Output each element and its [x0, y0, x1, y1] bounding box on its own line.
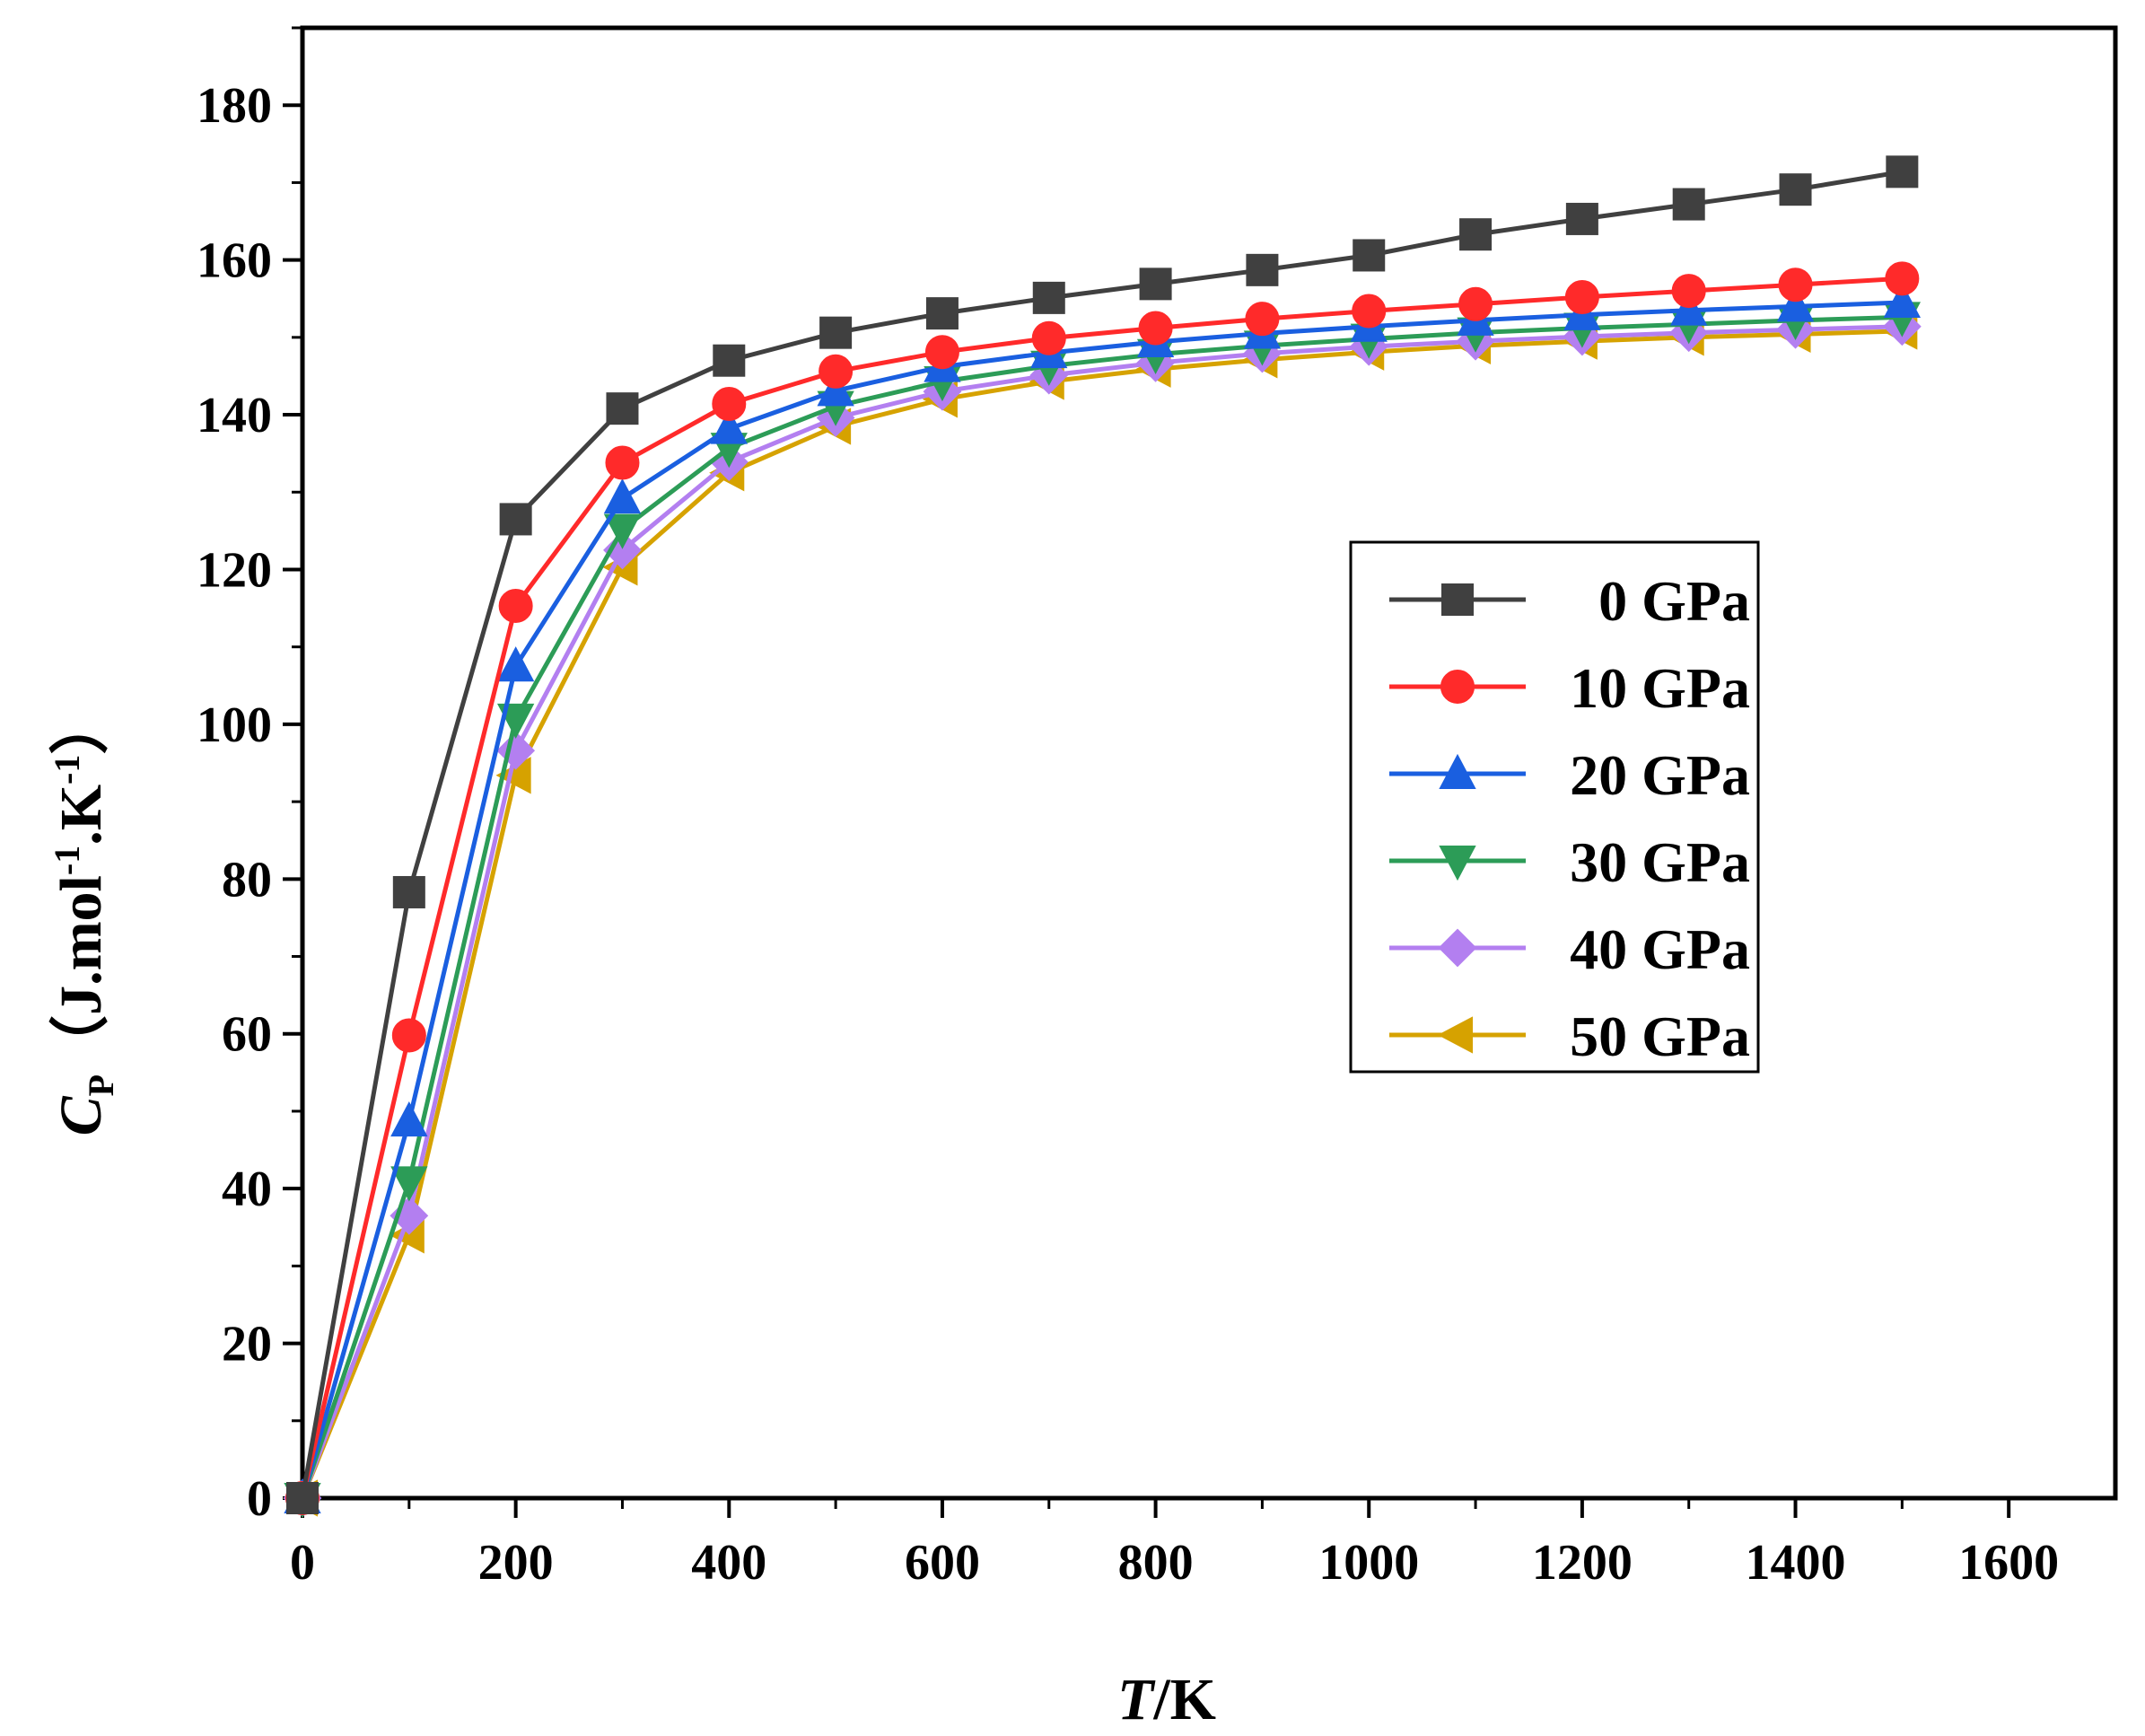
y-tick-label: 60 [222, 1007, 272, 1063]
series-20-gpa [284, 282, 1922, 1513]
data-point [1564, 280, 1599, 315]
legend-marker [1441, 583, 1474, 616]
data-point [606, 392, 639, 425]
data-point [1031, 320, 1066, 355]
x-axis-title: T/K [1117, 1667, 1216, 1732]
legend-marker [1440, 670, 1475, 704]
data-point [1139, 267, 1172, 301]
series-line [300, 276, 1903, 1499]
data-point [1778, 267, 1813, 302]
data-point [1245, 302, 1280, 337]
y-axis-title: CP（J.mol-1.K-1） [47, 696, 121, 1136]
data-point [498, 588, 533, 623]
data-point [925, 297, 959, 330]
y-tick-label: 180 [197, 78, 272, 134]
series-line [300, 329, 1903, 1499]
y-tick-label: 0 [247, 1471, 272, 1527]
data-point [1672, 188, 1705, 221]
legend-marker [1439, 753, 1476, 789]
data-point [390, 1101, 428, 1137]
legend-label: 40 GPa [1570, 917, 1750, 981]
data-point [712, 386, 747, 421]
legend: 0 GPa 10 GPa 20 GPa 30 GPa 40 GPa 50 GPa [1349, 540, 1760, 1074]
y-tick-label: 80 [222, 852, 272, 907]
data-point [1886, 155, 1919, 189]
series-line [300, 324, 1903, 1499]
data-point [603, 478, 642, 514]
data-point [1138, 311, 1173, 346]
x-tick-label: 800 [1118, 1535, 1194, 1591]
x-tick-label: 600 [905, 1535, 980, 1591]
data-point [1458, 286, 1493, 321]
data-point [1353, 239, 1386, 272]
x-tick-label: 1600 [1958, 1535, 2059, 1591]
data-point [1246, 253, 1279, 286]
data-point [286, 1482, 319, 1514]
data-point [603, 513, 642, 549]
y-tick-label: 100 [197, 697, 272, 753]
x-tick-label: 1000 [1318, 1535, 1419, 1591]
series-0-gpa [286, 155, 1919, 1514]
data-point [819, 316, 853, 349]
data-point [391, 1018, 426, 1053]
data-point [1352, 294, 1387, 329]
legend-item: 30 GPa [1389, 830, 1750, 894]
legend-item: 0 GPa [1389, 569, 1750, 633]
series-line [300, 314, 1903, 1499]
data-point [1032, 281, 1065, 314]
legend-item: 50 GPa [1389, 1004, 1750, 1068]
series-line [300, 300, 1903, 1499]
y-tick-label: 160 [197, 233, 272, 289]
data-point [1670, 290, 1708, 326]
y-tick-label: 120 [197, 542, 272, 598]
data-point [1671, 274, 1706, 309]
data-point [392, 875, 425, 908]
legend-label: 50 GPa [1570, 1004, 1750, 1068]
x-tick-label: 1200 [1532, 1535, 1633, 1591]
x-tick-label: 200 [478, 1535, 554, 1591]
data-point [1883, 282, 1922, 319]
legend-item: 20 GPa [1389, 743, 1750, 807]
series-line [300, 169, 1903, 1499]
data-point [1885, 261, 1920, 296]
legend-label: 0 GPa [1598, 569, 1750, 633]
data-point [496, 646, 535, 682]
legend-marker [1438, 928, 1477, 968]
series-layer [282, 155, 1922, 1519]
data-point [496, 703, 535, 740]
legend-marker [1437, 1016, 1473, 1054]
axes: 0 200 400 600 800 1000 1200 1400 1600 0 20 40 60 80 10… [197, 25, 2118, 1591]
data-point [819, 354, 854, 389]
data-point [713, 344, 746, 377]
legend-marker [1439, 846, 1476, 881]
data-point [1776, 286, 1815, 322]
legend-box [1349, 540, 1760, 1074]
y-tick-label: 140 [197, 388, 272, 443]
legend-item: 40 GPa [1389, 917, 1750, 981]
legend-label: 10 GPa [1570, 656, 1750, 720]
data-point [605, 445, 640, 480]
y-tick-label: 20 [222, 1317, 272, 1372]
series-10-gpa [285, 261, 1920, 1515]
data-point [1779, 173, 1812, 206]
x-tick-label: 0 [290, 1535, 315, 1591]
legend-item: 10 GPa [1389, 656, 1750, 720]
data-point [817, 371, 854, 407]
data-point [1565, 202, 1598, 235]
x-tick-label: 400 [691, 1535, 766, 1591]
x-tick-label: 1400 [1746, 1535, 1846, 1591]
data-point [390, 1166, 428, 1202]
plot-frame [300, 25, 2118, 1501]
legend-label: 20 GPa [1570, 743, 1750, 807]
data-point [499, 503, 532, 536]
data-point [924, 335, 959, 370]
data-point [1459, 218, 1493, 251]
data-point [710, 408, 748, 444]
legend-label: 30 GPa [1570, 830, 1750, 894]
y-tick-label: 40 [222, 1162, 272, 1217]
